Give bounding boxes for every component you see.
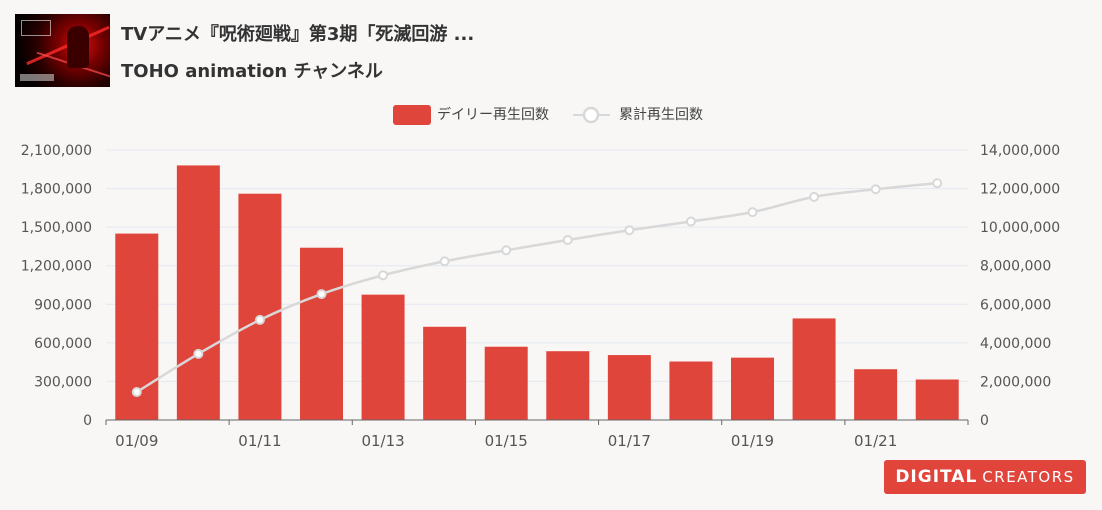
daily-bar — [176, 165, 220, 420]
chart-axes: 0 0 300,000 2,000,000 600,000 4,000,000 900,00… — [21, 143, 1060, 450]
cumulative-point — [562, 234, 573, 245]
cumulative-point — [870, 184, 881, 195]
video-thumbnail[interactable] — [15, 14, 110, 87]
y-left-tick-label: 0 — [83, 413, 92, 429]
daily-bar — [300, 247, 343, 420]
cumulative-point — [501, 245, 512, 256]
x-tick-label: 01/21 — [854, 432, 897, 450]
y-right-tick-label: 6,000,000 — [980, 297, 1051, 313]
cumulative-point — [747, 207, 758, 218]
brand-part2: CREATORS — [982, 468, 1075, 486]
daily-bar — [915, 379, 959, 420]
cumulative-point — [316, 289, 327, 300]
x-tick-label: 01/15 — [485, 432, 528, 450]
y-right-tick-label: 0 — [980, 413, 989, 429]
daily-bar — [854, 369, 898, 420]
channel-name[interactable]: TOHO animation チャンネル — [121, 61, 383, 82]
video-title[interactable]: TVアニメ『呪術廻戦』第3期「死滅回游 ... — [121, 24, 475, 45]
y-right-tick-label: 14,000,000 — [980, 143, 1060, 159]
daily-bar — [484, 346, 528, 420]
grid-lines — [106, 149, 968, 382]
x-tick-label: 01/09 — [115, 432, 158, 450]
x-tick-label: 01/17 — [608, 432, 651, 450]
y-left-tick-label: 900,000 — [34, 297, 92, 313]
cumulative-point — [378, 270, 389, 281]
daily-bar — [607, 355, 651, 420]
x-tick-label: 01/11 — [238, 432, 281, 450]
chart-legend[interactable]: デイリー再生回数 累計再生回数 — [393, 105, 703, 125]
y-left-tick-label: 2,100,000 — [21, 143, 92, 159]
daily-bar — [546, 351, 590, 420]
cumulative-point — [624, 225, 635, 236]
x-tick-label: 01/13 — [361, 432, 404, 450]
x-tick-label: 01/19 — [731, 432, 774, 450]
daily-views-bars — [115, 165, 959, 420]
cumulative-point — [131, 387, 142, 398]
cumulative-point — [685, 216, 696, 227]
legend-cumulative-label: 累計再生回数 — [619, 107, 703, 123]
legend-bar-swatch — [393, 105, 431, 125]
video-header: TVアニメ『呪術廻戦』第3期「死滅回游 ... TOHO animation チ… — [15, 14, 715, 88]
legend-line-marker — [582, 106, 600, 124]
daily-bar — [731, 357, 774, 420]
brand-part1: DIGITAL — [895, 467, 978, 487]
y-right-tick-label: 2,000,000 — [980, 374, 1051, 390]
daily-bar — [361, 294, 405, 420]
cumulative-point — [439, 256, 450, 267]
legend-daily-label: デイリー再生回数 — [437, 106, 549, 123]
y-right-tick-label: 12,000,000 — [980, 182, 1060, 198]
cumulative-point — [254, 314, 265, 325]
y-right-tick-label: 10,000,000 — [980, 220, 1060, 236]
y-left-tick-label: 1,800,000 — [21, 182, 92, 198]
y-right-tick-label: 4,000,000 — [980, 336, 1051, 352]
daily-bar — [669, 361, 713, 420]
cumulative-point — [932, 178, 943, 189]
daily-bar — [238, 193, 282, 420]
y-right-tick-label: 8,000,000 — [980, 259, 1051, 275]
daily-bar — [423, 326, 467, 420]
cumulative-point — [809, 191, 820, 202]
digital-creators-logo: DIGITAL CREATORS — [884, 460, 1086, 494]
daily-bar — [792, 318, 836, 420]
y-left-tick-label: 1,500,000 — [21, 220, 92, 236]
y-left-tick-label: 600,000 — [34, 336, 92, 352]
y-left-tick-label: 300,000 — [34, 374, 92, 390]
y-left-tick-label: 1,200,000 — [21, 259, 92, 275]
cumulative-point — [193, 348, 204, 359]
cumulative-views-line — [131, 178, 943, 398]
